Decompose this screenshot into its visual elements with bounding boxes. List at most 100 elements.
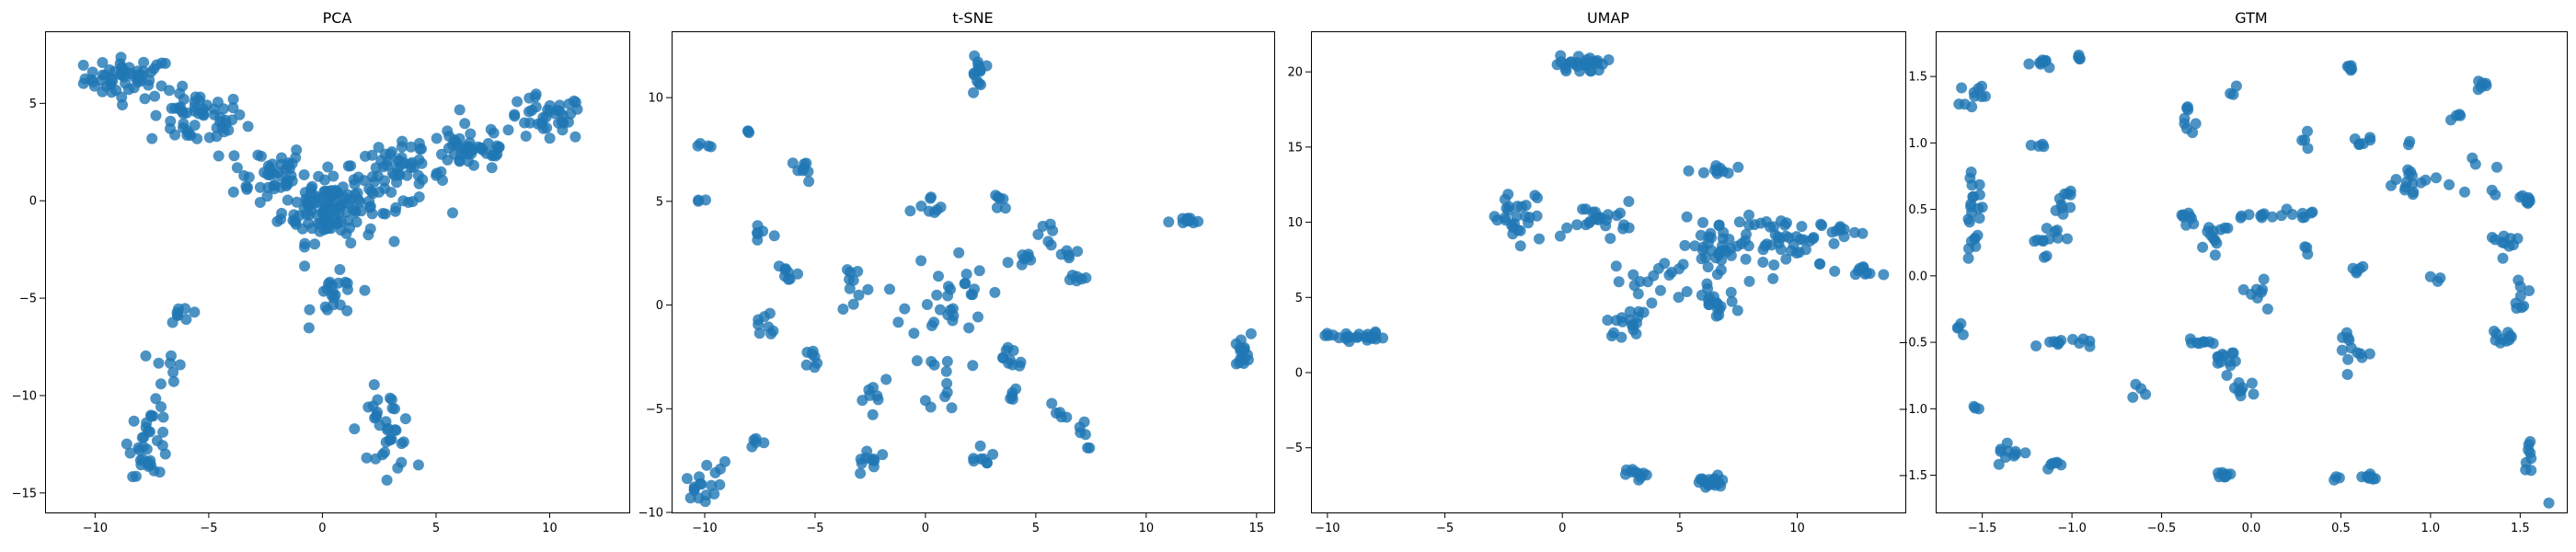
scatter-point bbox=[1697, 245, 1708, 256]
scatter-point bbox=[345, 237, 357, 249]
scatter-point bbox=[361, 452, 373, 464]
scatter-point bbox=[2491, 161, 2502, 173]
scatter-point bbox=[1707, 477, 1718, 489]
scatter-point bbox=[2209, 249, 2221, 261]
scatter-point bbox=[1807, 233, 1819, 245]
scatter-point bbox=[300, 193, 312, 205]
scatter-point bbox=[1814, 258, 1825, 270]
scatter-point bbox=[485, 123, 497, 135]
y-tick-label: 10 bbox=[648, 92, 663, 106]
scatter-point bbox=[2497, 333, 2509, 345]
scatter-point bbox=[880, 374, 892, 385]
scatter-point bbox=[2064, 201, 2076, 213]
scatter-point bbox=[700, 194, 711, 206]
scatter-point bbox=[872, 394, 884, 406]
scatter-point bbox=[1074, 421, 1086, 433]
scatter-point bbox=[2059, 188, 2071, 200]
scatter-point bbox=[379, 446, 391, 458]
scatter-point bbox=[1790, 231, 1802, 243]
scatter-point bbox=[1972, 403, 1984, 415]
scatter-point bbox=[705, 141, 717, 153]
scatter-point bbox=[1800, 244, 1811, 256]
scatter-point bbox=[2523, 444, 2535, 455]
scatter-point bbox=[312, 218, 324, 230]
scatter-point bbox=[1245, 328, 1257, 339]
scatter-point bbox=[2193, 338, 2205, 350]
scatter-point bbox=[1681, 286, 1693, 297]
scatter-point bbox=[1702, 261, 1714, 273]
scatter-point bbox=[2514, 191, 2526, 203]
scatter-point bbox=[935, 201, 947, 213]
chart-panel-pca: PCA −10 −5 0 5 10 −15 −10 −5 0 5 bbox=[12, 9, 630, 535]
scatter-point bbox=[2336, 344, 2348, 356]
scatter-point bbox=[2227, 88, 2239, 100]
scatter-point bbox=[2251, 292, 2263, 304]
scatter-point bbox=[128, 415, 140, 427]
scatter-point bbox=[1736, 238, 1747, 249]
scatter-point bbox=[2524, 285, 2535, 296]
scatter-point bbox=[417, 174, 429, 186]
scatter-point bbox=[374, 420, 385, 431]
scatter-point bbox=[1648, 270, 1660, 282]
scatter-point bbox=[2524, 436, 2536, 447]
scatter-point bbox=[2431, 172, 2442, 184]
scatter-point bbox=[759, 311, 770, 323]
scatter-point bbox=[1769, 229, 1781, 241]
x-tick-label: −5 bbox=[806, 522, 823, 535]
scatter-point bbox=[1163, 216, 1175, 228]
chart-title: t-SNE bbox=[952, 9, 993, 27]
scatter-point bbox=[486, 162, 498, 174]
scatter-point bbox=[1857, 262, 1869, 274]
scatter-point bbox=[2261, 303, 2273, 315]
scatter-point bbox=[203, 132, 215, 144]
scatter-point bbox=[254, 181, 266, 193]
scatter-point bbox=[1741, 228, 1752, 240]
scatter-point bbox=[963, 322, 975, 334]
y-tick-label: 0 bbox=[656, 299, 663, 313]
scatter-point bbox=[282, 178, 293, 190]
scatter-point bbox=[1828, 237, 1840, 249]
scatter-point bbox=[303, 322, 315, 334]
scatter-point bbox=[1711, 297, 1723, 309]
scatter-point bbox=[370, 453, 382, 465]
x-tick-label: 0 bbox=[922, 522, 929, 535]
scatter-point bbox=[752, 227, 763, 239]
scatter-point bbox=[360, 150, 371, 162]
scatter-point bbox=[1681, 211, 1693, 223]
scatter-point bbox=[114, 69, 126, 81]
scatter-point bbox=[1740, 253, 1752, 265]
scatter-point bbox=[519, 117, 531, 129]
scatter-point bbox=[696, 478, 707, 490]
scatter-point bbox=[435, 166, 447, 178]
scatter-point bbox=[2042, 463, 2054, 475]
scatter-point bbox=[2342, 353, 2354, 365]
scatter-point bbox=[1512, 224, 1524, 236]
y-tick-label: 1.5 bbox=[1908, 71, 1927, 85]
scatter-point bbox=[714, 478, 726, 490]
scatter-point bbox=[373, 142, 385, 154]
y-tick-label: −0.5 bbox=[1898, 337, 1927, 351]
scatter-point bbox=[379, 148, 391, 160]
scatter-point bbox=[1370, 326, 1381, 338]
scatter-point bbox=[1714, 162, 1726, 174]
scatter-point bbox=[1697, 216, 1708, 228]
scatter-point bbox=[2302, 125, 2313, 137]
scatter-point bbox=[329, 289, 341, 301]
scatter-point bbox=[2486, 232, 2498, 243]
scatter-point bbox=[765, 328, 776, 339]
scatter-point bbox=[140, 421, 152, 433]
scatter-point bbox=[155, 378, 167, 390]
scatter-point bbox=[106, 73, 117, 85]
scatter-point bbox=[2361, 471, 2373, 482]
scatter-point bbox=[345, 160, 357, 172]
scatter-point bbox=[1524, 212, 1535, 224]
scatter-point bbox=[403, 197, 414, 208]
scatter-point bbox=[256, 150, 267, 162]
y-tick-label: −5 bbox=[1285, 442, 1303, 455]
y-tick-label: −5 bbox=[19, 293, 37, 306]
scatter-point bbox=[2208, 233, 2219, 245]
scatter-point bbox=[1051, 408, 1062, 419]
scatter-point bbox=[328, 196, 339, 208]
scatter-point bbox=[2074, 338, 2086, 349]
y-tick-label: 5 bbox=[1295, 292, 1303, 305]
